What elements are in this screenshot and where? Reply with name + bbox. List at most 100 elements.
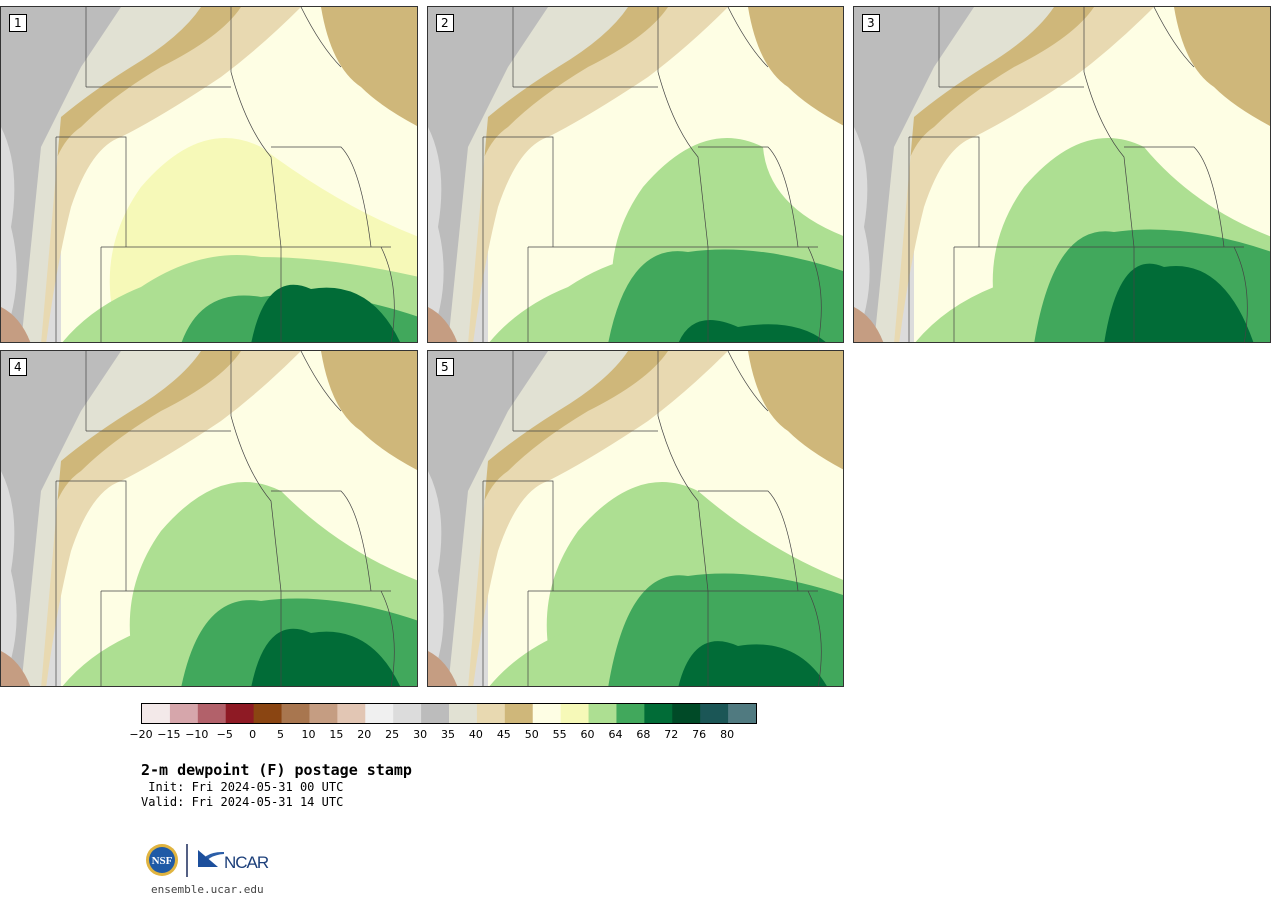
ensemble-member-panel-4: 4 (0, 350, 418, 687)
border-lines (55, 351, 342, 686)
colorbar-swatch (225, 704, 255, 723)
border-lines (482, 351, 769, 686)
svg-text:NCAR: NCAR (224, 853, 269, 872)
colorbar-swatch (700, 704, 729, 723)
colorbar-tick-label: 15 (329, 728, 344, 741)
colorbar-swatch (672, 704, 701, 723)
colorbar-tick-label: 64 (608, 728, 623, 741)
border-lines (908, 7, 1195, 342)
field-68 (678, 320, 826, 342)
member-label: 4 (9, 358, 27, 376)
dewpoint-map-2 (428, 7, 843, 342)
member-label: 2 (436, 14, 454, 32)
ensemble-member-panel-3: 3 (853, 6, 1271, 343)
colorbar-swatch (253, 704, 283, 723)
field-68 (251, 628, 400, 686)
colorbar-tick-label: 68 (636, 728, 651, 741)
border-lines (483, 71, 822, 342)
init-time: Init: Fri 2024-05-31 00 UTC (141, 780, 344, 794)
member-label: 1 (9, 14, 27, 32)
colorbar-swatch (728, 704, 757, 723)
ensemble-member-panel-1: 1 (0, 6, 418, 343)
colorbar-swatch (393, 704, 422, 723)
field-ne (1174, 7, 1270, 126)
colorbar-tick-label: 80 (720, 728, 735, 741)
colorbar-tick-label: −15 (157, 728, 181, 741)
colorbar-swatch (365, 704, 394, 723)
colorbar-swatch (532, 704, 562, 723)
border-lines (482, 7, 769, 342)
site-url: ensemble.ucar.edu (151, 883, 264, 896)
field-30 (428, 351, 548, 686)
colorbar-tick-label: 76 (692, 728, 707, 741)
field-25 (428, 471, 444, 686)
colorbar-swatch (616, 704, 645, 723)
colorbar-swatch (281, 704, 310, 723)
dewpoint-colorbar (141, 703, 757, 724)
colorbar-tick-label: −10 (185, 728, 209, 741)
colorbar-swatch (142, 704, 171, 723)
colorbar-tick-label: 20 (357, 728, 372, 741)
colorbar-swatch (169, 704, 199, 723)
ensemble-member-panel-2: 2 (427, 6, 844, 343)
field-ne (321, 7, 417, 126)
dewpoint-map-3 (854, 7, 1270, 342)
colorbar-swatch (197, 704, 227, 723)
colorbar-tick-label: 45 (496, 728, 511, 741)
ncar-logo: NCAR (198, 850, 270, 872)
dewpoint-map-1 (1, 7, 417, 342)
colorbar-swatch (588, 704, 617, 723)
colorbar-tick-label: 40 (468, 728, 483, 741)
field-64 (608, 249, 843, 342)
colorbar-swatch (449, 704, 478, 723)
border-lines (55, 7, 342, 342)
field-25 (1, 127, 17, 342)
field-30 (1, 351, 121, 686)
chart-title: 2-m dewpoint (F) postage stamp (141, 761, 412, 779)
colorbar-tick-label: 72 (664, 728, 679, 741)
colorbar-swatch (476, 704, 506, 723)
colorbar-swatch (644, 704, 673, 723)
field-68 (678, 641, 827, 686)
colorbar-tick-label: 0 (249, 728, 257, 741)
member-label: 5 (436, 358, 454, 376)
field-30 (428, 7, 548, 342)
member-label: 3 (862, 14, 880, 32)
field-10 (854, 307, 884, 342)
field-ne (748, 7, 843, 126)
colorbar-tick-label: 30 (413, 728, 428, 741)
colorbar-swatch (309, 704, 338, 723)
field-25 (854, 127, 870, 342)
field-25 (428, 127, 444, 342)
field-68 (1104, 263, 1254, 342)
dewpoint-map-4 (1, 351, 417, 686)
border-lines (56, 415, 395, 686)
colorbar-tick-label: 10 (301, 728, 316, 741)
field-68 (251, 284, 400, 342)
colorbar-tick-label: 60 (580, 728, 595, 741)
colorbar-tick-label: −5 (216, 728, 233, 741)
logo-block: NSF NCAR (144, 843, 274, 885)
colorbar-swatch (504, 704, 534, 723)
colorbar-swatch (560, 704, 590, 723)
colorbar-swatch (337, 704, 366, 723)
nsf-logo: NSF (146, 844, 178, 876)
colorbar-tick-label: 5 (277, 728, 285, 741)
field-ne (748, 351, 843, 470)
border-lines (56, 71, 395, 342)
field-10 (428, 307, 458, 342)
colorbar-tick-label: 55 (552, 728, 567, 741)
colorbar-tick-label: 35 (441, 728, 455, 741)
border-lines (909, 71, 1248, 342)
field-30 (854, 7, 974, 342)
field-30 (1, 7, 121, 342)
dewpoint-map-5 (428, 351, 843, 686)
field-25 (1, 471, 17, 686)
field-10 (1, 307, 31, 342)
svg-text:NSF: NSF (152, 855, 173, 867)
colorbar-tick-label: −20 (129, 728, 153, 741)
colorbar-tick-label: 25 (385, 728, 400, 741)
field-10 (1, 651, 31, 686)
colorbar-swatch (421, 704, 450, 723)
border-lines (483, 415, 822, 686)
